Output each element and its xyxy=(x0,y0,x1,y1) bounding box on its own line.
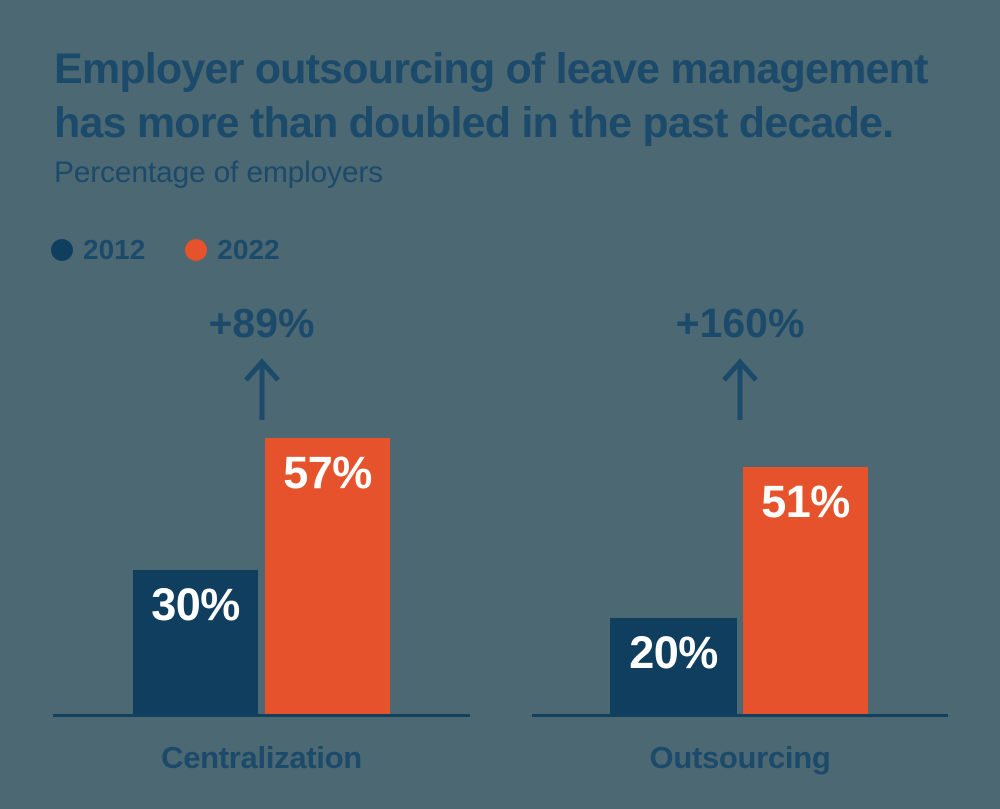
annotation-centralization: +89% xyxy=(208,300,315,346)
chart-subtitle: Percentage of employers xyxy=(54,156,383,189)
chart-legend: 2012 2022 xyxy=(51,232,280,268)
bar-value-centralization-2012: 30% xyxy=(151,579,240,630)
bar-value-outsourcing-2012: 20% xyxy=(629,627,718,678)
legend-item-2022: 2022 xyxy=(185,234,280,266)
bar-value-outsourcing-2022: 51% xyxy=(761,476,850,527)
legend-item-2012: 2012 xyxy=(51,234,145,266)
legend-label-2022: 2022 xyxy=(217,234,280,265)
legend-dot-2012-icon xyxy=(51,239,73,261)
bar-group-outsourcing: +160% 20% 51% Outsourcing xyxy=(532,300,948,778)
legend-dot-2022-icon xyxy=(185,239,208,261)
bar-outsourcing-2022: 51% xyxy=(743,467,868,716)
bar-value-centralization-2022: 57% xyxy=(283,447,372,498)
category-label-outsourcing: Outsourcing xyxy=(649,740,831,775)
chart-title-line-1: Employer outsourcing of leave management xyxy=(54,45,928,93)
axis-baseline-centralization xyxy=(53,714,470,717)
axis-baseline-outsourcing xyxy=(532,714,948,717)
annotation-outsourcing: +160% xyxy=(675,300,805,346)
up-arrow-icon xyxy=(722,358,758,420)
chart-title: Employer outsourcing of leave management… xyxy=(54,42,928,150)
legend-label-2012: 2012 xyxy=(83,234,146,265)
up-arrow-icon xyxy=(243,358,280,420)
bar-group-centralization: +89% 30% 57% Centralization xyxy=(53,300,470,778)
chart-title-line-2: has more than doubled in the past decade… xyxy=(54,99,894,147)
bar-centralization-2022: 57% xyxy=(265,438,390,716)
bar-centralization-2012: 30% xyxy=(133,570,258,716)
category-label-centralization: Centralization xyxy=(161,740,362,775)
bar-outsourcing-2012: 20% xyxy=(610,618,737,716)
